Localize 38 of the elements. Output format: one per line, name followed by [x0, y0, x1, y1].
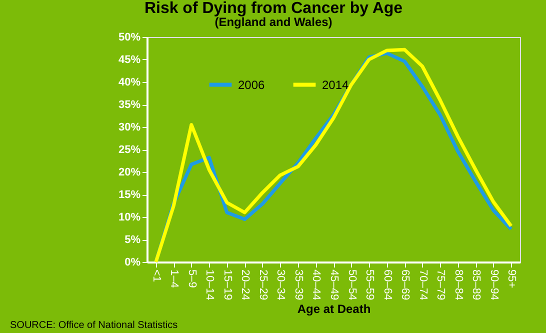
y-tick-label: 20%: [118, 166, 141, 178]
x-tick-label: 5–9: [186, 270, 198, 288]
legend-label: 2014: [322, 78, 350, 92]
x-tick-label: 60–64: [381, 270, 394, 300]
x-tick-label: 95+: [506, 270, 518, 288]
y-tick-label: 45%: [118, 54, 141, 66]
y-tick-label: 5%: [124, 234, 141, 246]
x-tick-label: 10–14: [204, 270, 216, 300]
chart-subtitle: (England and Wales): [214, 15, 332, 29]
x-tick-label: 65–69: [399, 270, 412, 300]
chart-title: Risk of Dying from Cancer by Age: [144, 0, 403, 17]
x-tick-label: <1: [150, 270, 162, 282]
x-axis-title: Age at Death: [297, 302, 371, 316]
x-tick-label: 55–59: [364, 270, 376, 300]
x-tick-label: 15–19: [221, 270, 234, 300]
x-tick-label: 35–39: [292, 270, 304, 300]
x-tick-label: 25–29: [256, 270, 269, 300]
y-tick-label: 40%: [118, 76, 141, 88]
x-tick-label: 80–84: [452, 270, 464, 300]
y-tick-label: 25%: [118, 144, 141, 156]
legend-label: 2006: [238, 78, 266, 92]
x-tick-label: 85–89: [470, 270, 482, 300]
y-tick-label: 10%: [118, 212, 141, 224]
y-tick-label: 50%: [118, 32, 141, 44]
y-tick-label: 30%: [118, 122, 141, 134]
y-tick-label: 35%: [118, 99, 141, 111]
x-tick-label: 45–49: [328, 270, 340, 300]
y-tick-label: 0%: [124, 256, 141, 268]
x-tick-label: 1–4: [168, 270, 180, 288]
x-tick-label: 30–34: [274, 270, 287, 300]
x-tick-label: 70–74: [416, 270, 429, 300]
x-tick-label: 40–44: [310, 270, 322, 300]
x-tick-label: 75–79: [434, 270, 447, 300]
x-tick-label: 90–94: [488, 270, 500, 300]
x-tick-label: 50–54: [346, 270, 358, 300]
source-note: SOURCE: Office of National Statistics: [10, 320, 178, 331]
y-tick-label: 15%: [118, 189, 141, 201]
x-tick-label: 20–24: [239, 270, 252, 300]
